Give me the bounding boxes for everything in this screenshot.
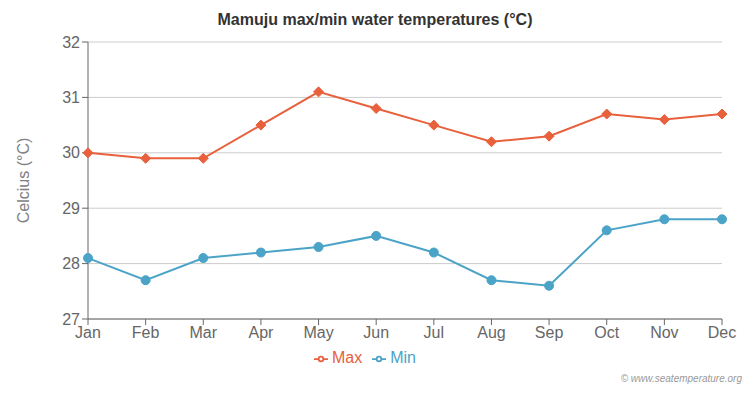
html-text:© www.seatemperature.org: © www.seatemperature.org [620,373,742,384]
html-text:Max: Max [332,349,363,366]
svg-text:29: 29 [62,200,80,217]
html-text:Mamuju max/min water temperatu: Mamuju max/min water temperatures (°C) [217,11,533,28]
svg-text:27: 27 [62,311,80,328]
svg-text:Aug: Aug [477,324,505,341]
svg-text:May: May [303,324,333,341]
svg-text:Apr: Apr [248,324,274,341]
svg-text:Nov: Nov [650,324,678,341]
svg-text:30: 30 [62,144,80,161]
svg-text:Jul: Jul [424,324,444,341]
svg-text:Jun: Jun [363,324,389,341]
svg-text:Sep: Sep [535,324,564,341]
svg-text:Jan: Jan [75,324,101,342]
svg-text:Dec: Dec [708,324,736,341]
svg-text:28: 28 [62,255,80,272]
html-text:Min: Min [390,349,416,366]
svg-text:32: 32 [62,34,80,51]
svg-text:Oct: Oct [594,324,619,341]
svg-text:Celcius (°C): Celcius (°C) [15,138,32,224]
svg-text:Mar: Mar [189,324,217,341]
svg-text:31: 31 [62,89,80,106]
svg-text:Feb: Feb [132,324,160,341]
